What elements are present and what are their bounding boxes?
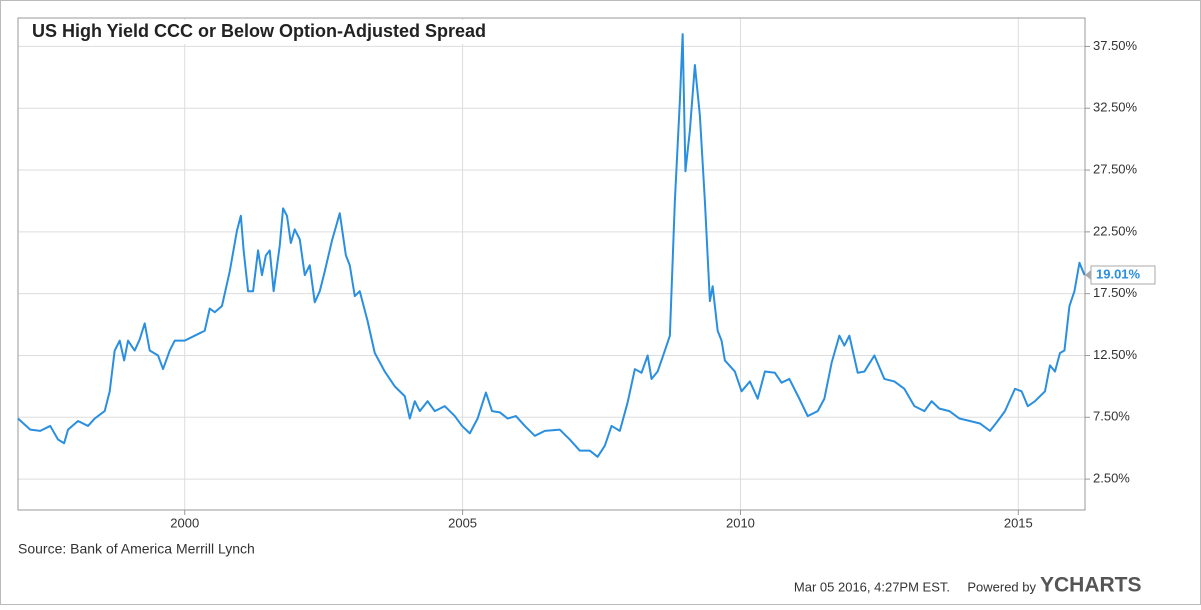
title-box <box>24 20 572 44</box>
last-value-label: 19.01% <box>1096 266 1141 281</box>
y-tick-label: 2.50% <box>1093 471 1130 486</box>
plot-border <box>17 17 1086 511</box>
y-tick-label: 17.50% <box>1093 285 1138 300</box>
y-tick-label: 7.50% <box>1093 409 1130 424</box>
line <box>17 33 1086 458</box>
last-value-pointer <box>1085 270 1091 281</box>
x-tick-label: 2015 <box>1004 515 1033 530</box>
y-tick-label: 12.50% <box>1093 347 1138 362</box>
timestamp: Mar 05 2016, 4:27PM EST. <box>794 579 950 594</box>
x-tick-label: 2010 <box>726 515 755 530</box>
chart-title: US High Yield CCC or Below Option-Adjust… <box>32 21 486 41</box>
y-tick-label: 37.50% <box>1093 38 1138 53</box>
x-tick-label: 2005 <box>448 515 477 530</box>
x-tick-label: 2000 <box>170 515 199 530</box>
y-tick-label: 22.50% <box>1093 223 1138 238</box>
grid <box>18 18 1085 510</box>
brand: YCHARTS <box>1040 574 1142 597</box>
powered-by: Powered by <box>967 579 1036 594</box>
y-tick-label: 27.50% <box>1093 161 1138 176</box>
marks <box>17 33 1086 458</box>
source: Source: Bank of America Merrill Lynch <box>18 541 255 557</box>
y-tick-label: 32.50% <box>1093 100 1138 115</box>
